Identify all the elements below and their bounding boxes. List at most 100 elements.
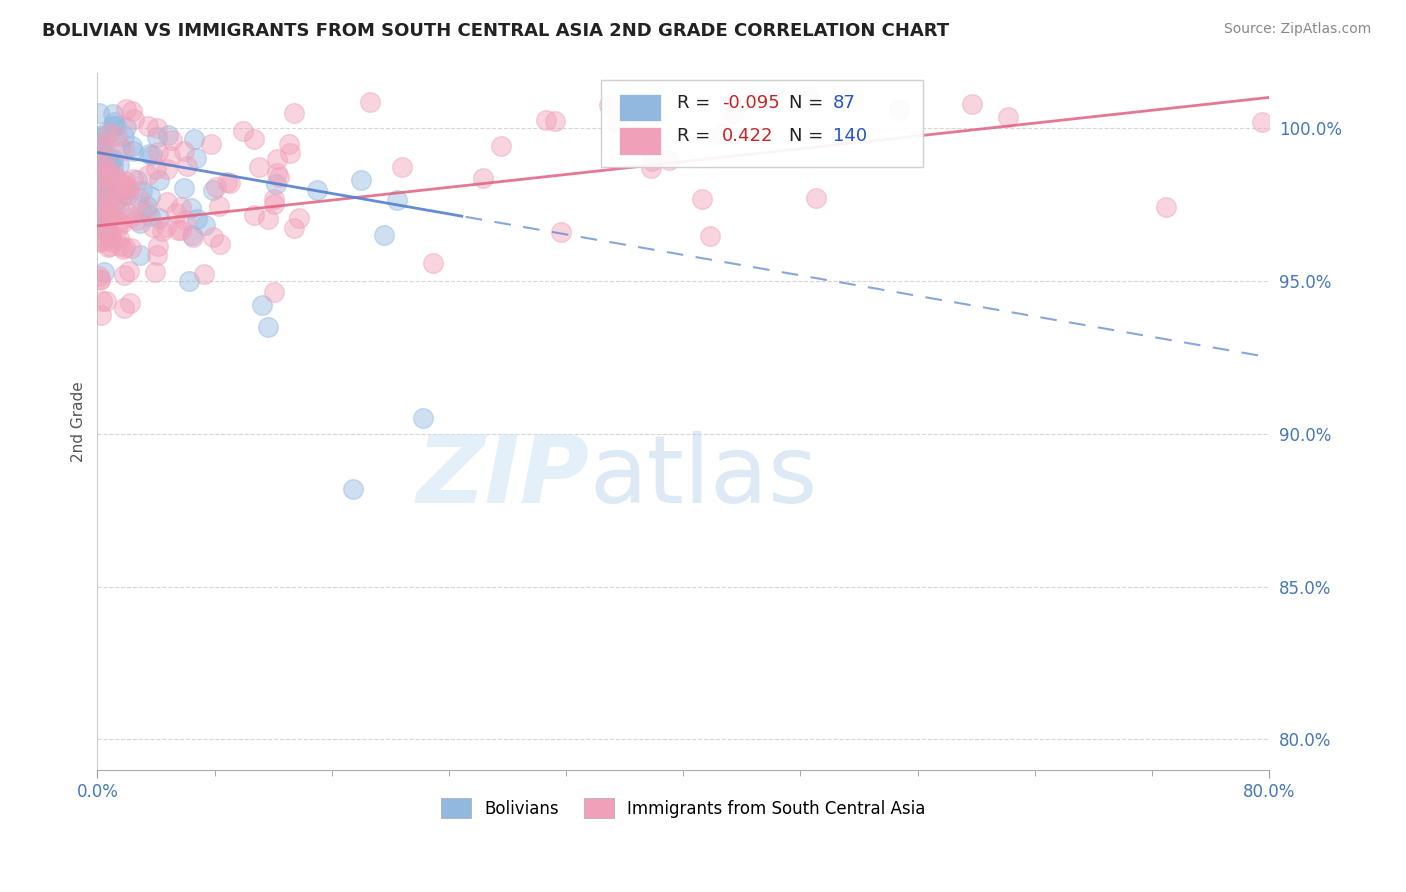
Point	[98, 175, 121, 189]
Point	[186, 211, 208, 226]
Point	[90, 219, 112, 234]
Point	[606, 116, 628, 130]
Point	[98, 202, 121, 216]
Point	[156, 128, 179, 142]
Point	[96, 188, 118, 202]
Point	[118, 264, 141, 278]
Point	[193, 267, 215, 281]
Point	[89, 235, 111, 249]
Point	[114, 174, 136, 188]
Point	[87, 268, 110, 283]
Text: 87: 87	[834, 94, 856, 112]
Point	[100, 209, 122, 223]
Point	[101, 107, 124, 121]
Point	[89, 170, 111, 185]
Point	[91, 141, 114, 155]
Point	[127, 212, 149, 227]
Point	[112, 128, 135, 143]
Point	[93, 265, 115, 279]
Point	[89, 205, 111, 219]
Point	[114, 178, 136, 192]
Point	[135, 199, 157, 213]
Point	[263, 285, 285, 300]
Text: 140: 140	[834, 128, 868, 145]
Point	[159, 149, 181, 163]
Point	[115, 182, 138, 196]
Point	[108, 239, 131, 253]
Point	[136, 203, 159, 218]
Point	[97, 126, 120, 140]
Point	[145, 130, 167, 145]
Point	[1250, 115, 1272, 129]
Point	[146, 145, 169, 159]
Text: atlas: atlas	[589, 431, 818, 524]
Point	[94, 171, 117, 186]
Point	[155, 220, 177, 235]
Point	[148, 173, 170, 187]
Point	[98, 157, 121, 171]
Point	[204, 180, 226, 194]
Point	[87, 234, 110, 248]
Point	[176, 159, 198, 173]
Point	[110, 140, 132, 154]
Point	[202, 229, 225, 244]
Point	[598, 97, 620, 112]
Point	[90, 129, 112, 144]
Point	[121, 210, 143, 224]
Text: R =: R =	[678, 128, 716, 145]
Point	[146, 248, 169, 262]
Point	[129, 203, 152, 218]
Point	[104, 170, 127, 185]
Point	[98, 239, 121, 253]
Point	[104, 184, 127, 198]
Point	[103, 114, 125, 128]
Point	[156, 161, 179, 176]
Point	[1154, 200, 1177, 214]
Text: 0.422: 0.422	[721, 128, 773, 145]
Point	[247, 160, 270, 174]
Point	[107, 185, 129, 199]
FancyBboxPatch shape	[619, 94, 661, 121]
Point	[90, 143, 112, 157]
Point	[269, 169, 291, 184]
Point	[122, 112, 145, 126]
Point	[89, 272, 111, 286]
Point	[103, 152, 125, 166]
Point	[87, 131, 110, 145]
Point	[112, 268, 135, 283]
Point	[103, 181, 125, 195]
Point	[94, 184, 117, 198]
Point	[628, 136, 651, 150]
Point	[90, 183, 112, 197]
Point	[90, 158, 112, 172]
Point	[139, 209, 162, 223]
Point	[115, 102, 138, 116]
Point	[94, 125, 117, 139]
Text: Source: ZipAtlas.com: Source: ZipAtlas.com	[1223, 22, 1371, 37]
Point	[122, 171, 145, 186]
Point	[202, 183, 225, 197]
Point	[115, 120, 138, 135]
Point	[89, 151, 111, 165]
Point	[156, 195, 179, 210]
Point	[100, 208, 122, 222]
Point	[107, 230, 129, 244]
Point	[200, 136, 222, 151]
Point	[91, 186, 114, 201]
FancyBboxPatch shape	[619, 128, 661, 154]
Point	[87, 154, 110, 169]
Point	[997, 110, 1019, 124]
Point	[93, 176, 115, 190]
Point	[101, 207, 124, 221]
Point	[138, 147, 160, 161]
Point	[193, 219, 215, 233]
Point	[150, 224, 173, 238]
Point	[166, 205, 188, 219]
Point	[87, 177, 110, 191]
Point	[173, 145, 195, 159]
Y-axis label: 2nd Grade: 2nd Grade	[72, 381, 86, 462]
Point	[250, 298, 273, 312]
Legend: Bolivians, Immigrants from South Central Asia: Bolivians, Immigrants from South Central…	[434, 792, 932, 824]
Point	[350, 172, 373, 186]
Point	[359, 95, 381, 110]
